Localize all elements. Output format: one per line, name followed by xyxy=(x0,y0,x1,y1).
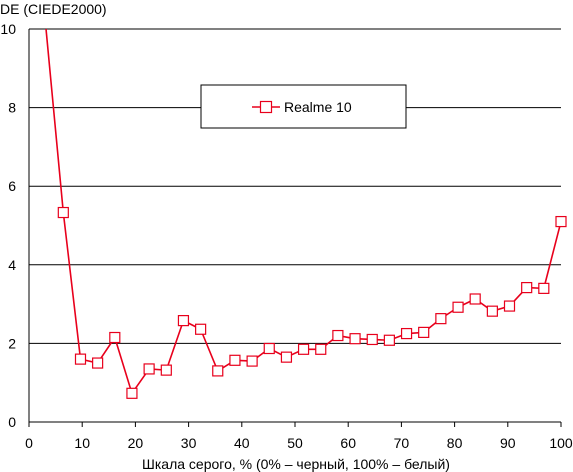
x-tick-label-90: 90 xyxy=(500,435,516,451)
legend-label: Realme 10 xyxy=(284,99,352,115)
legend-marker xyxy=(259,100,273,114)
y-tick-label-0: 0 xyxy=(8,414,16,430)
data-point xyxy=(332,329,344,342)
data-point xyxy=(383,334,395,346)
data-point xyxy=(160,364,172,376)
x-tick-labels: 0 10 20 30 40 50 60 70 80 90 100 xyxy=(25,435,573,451)
x-tick-label-70: 70 xyxy=(394,435,410,451)
y-tick-label-6: 6 xyxy=(8,178,16,194)
legend: Realme 10 xyxy=(200,84,407,129)
data-point xyxy=(469,293,481,305)
data-point xyxy=(366,333,378,346)
gridlines xyxy=(29,28,561,344)
data-point xyxy=(435,313,447,325)
data-point xyxy=(297,343,310,355)
data-point xyxy=(246,355,258,367)
x-tick-label-30: 30 xyxy=(181,435,197,451)
x-tick-label-100: 100 xyxy=(549,435,573,451)
data-point xyxy=(143,363,155,375)
data-point xyxy=(538,282,550,294)
x-tick-label-40: 40 xyxy=(234,435,250,451)
data-point xyxy=(503,300,516,312)
x-tick-label-0: 0 xyxy=(25,435,33,451)
series-group xyxy=(45,28,567,399)
y-tick-label-4: 4 xyxy=(8,257,16,273)
data-point xyxy=(92,357,104,369)
data-point xyxy=(315,343,327,355)
data-point xyxy=(177,315,190,327)
x-tick-label-60: 60 xyxy=(340,435,356,451)
y-tick-label-2: 2 xyxy=(8,335,16,351)
y-tick-label-10: 10 xyxy=(0,21,16,37)
data-point xyxy=(280,351,293,363)
x-axis-label: Шкала серого, % (0% – черный, 100% – бел… xyxy=(142,456,450,472)
data-point xyxy=(418,326,430,338)
data-point xyxy=(521,281,533,294)
x-tick-label-80: 80 xyxy=(447,435,463,451)
data-point xyxy=(349,333,361,345)
data-point xyxy=(263,342,275,355)
x-tick-label-20: 20 xyxy=(128,435,144,451)
data-point xyxy=(195,323,207,335)
y-tick-label-8: 8 xyxy=(8,100,16,116)
x-tick-label-50: 50 xyxy=(287,435,303,451)
data-point xyxy=(452,301,464,313)
legend-box xyxy=(200,84,407,129)
series-line xyxy=(45,28,562,395)
data-point xyxy=(212,365,224,377)
data-point xyxy=(400,327,413,340)
y-tick-labels: 0 2 4 6 8 10 xyxy=(0,21,16,430)
data-point xyxy=(555,215,567,228)
data-point xyxy=(486,305,498,317)
data-point xyxy=(74,353,87,365)
x-tick-label-10: 10 xyxy=(74,435,90,451)
data-point xyxy=(109,331,121,344)
data-point xyxy=(57,206,69,219)
data-point xyxy=(126,387,138,399)
data-point xyxy=(229,354,241,366)
y-axis-label: DE (CIEDE2000) xyxy=(0,1,107,17)
axes xyxy=(28,29,562,427)
